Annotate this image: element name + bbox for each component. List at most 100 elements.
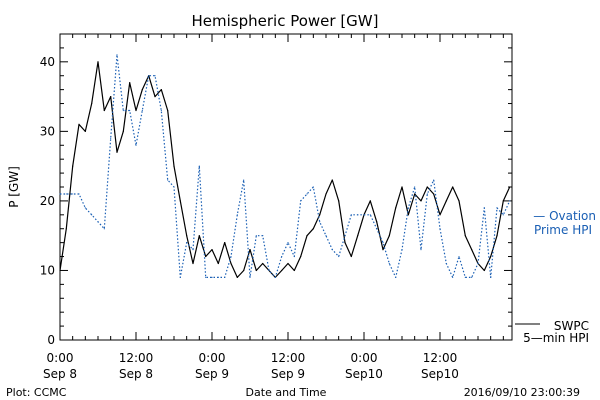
x-axis: 0:00 Sep 8 12:00 Sep 8 0:00 Sep 9 12:00 Sep 9 0:…: [43, 34, 504, 381]
data-point: [148, 75, 150, 77]
data-point: [395, 276, 397, 279]
data-point: [154, 75, 156, 77]
data-point: [344, 242, 346, 244]
data-point: [103, 109, 105, 112]
data-point: [154, 95, 156, 98]
data-point: [509, 186, 511, 188]
data-point: [426, 186, 428, 188]
plot-area-frame: [59, 33, 513, 341]
legend-swpc-line2: 5—min HPI: [523, 331, 589, 345]
data-point: [192, 248, 194, 251]
data-point: [483, 207, 485, 209]
data-point: [357, 214, 359, 216]
data-point: [420, 248, 422, 251]
data-point: [167, 179, 169, 181]
data-point: [452, 276, 454, 279]
data-point: [363, 214, 365, 216]
y-tick-label: 40: [40, 55, 55, 69]
data-point: [78, 193, 80, 195]
data-point: [262, 235, 264, 237]
data-point: [186, 242, 188, 244]
data-point: [167, 109, 169, 112]
data-point: [84, 207, 86, 209]
data-point: [369, 200, 371, 202]
data-point: [350, 255, 352, 258]
data-point: [135, 144, 137, 146]
data-point: [477, 262, 479, 265]
data-point: [325, 193, 327, 195]
data-point: [382, 248, 384, 251]
data-point: [350, 214, 352, 216]
x-tick-label-time: 12:00: [119, 351, 154, 365]
data-point: [420, 200, 422, 202]
x-tick-label-time: 0:00: [351, 351, 378, 365]
data-point: [281, 269, 283, 272]
x-tick-label-time: 12:00: [271, 351, 306, 365]
data-point: [414, 186, 416, 188]
series-ovation: [59, 54, 511, 279]
data-point: [376, 221, 378, 223]
data-point: [407, 214, 409, 216]
data-point: [331, 248, 333, 251]
data-point: [287, 242, 289, 244]
data-point: [268, 269, 270, 272]
data-point: [369, 214, 371, 216]
data-point: [243, 269, 245, 272]
data-point: [122, 130, 124, 132]
data-point: [458, 200, 460, 202]
data-point: [141, 89, 143, 91]
x-tick-label-date: Sep 9: [271, 367, 305, 381]
data-point: [496, 207, 498, 209]
data-point: [401, 186, 403, 188]
data-point: [281, 255, 283, 258]
data-point: [502, 214, 504, 216]
data-point: [91, 102, 93, 105]
data-point: [116, 54, 118, 56]
data-point: [445, 262, 447, 265]
y-tick-label: 0: [47, 333, 55, 347]
data-point: [274, 276, 276, 279]
data-point: [433, 193, 435, 195]
data-point: [179, 200, 181, 202]
data-point: [186, 235, 188, 237]
data-point: [376, 228, 378, 230]
data-point: [312, 228, 314, 230]
data-point: [464, 235, 466, 237]
data-point: [471, 248, 473, 251]
data-point: [300, 200, 302, 202]
data-point: [262, 262, 264, 265]
data-point: [357, 235, 359, 237]
x-tick-label-time: 12:00: [423, 351, 458, 365]
data-point: [116, 151, 118, 153]
data-point: [287, 262, 289, 265]
data-point: [198, 235, 200, 237]
data-point: [97, 221, 99, 223]
data-point: [243, 179, 245, 181]
data-point: [122, 109, 124, 112]
data-point: [319, 214, 321, 216]
data-point: [97, 61, 99, 63]
series-layer: [59, 54, 511, 279]
data-point: [306, 235, 308, 237]
data-point: [382, 242, 384, 244]
data-point: [249, 276, 251, 279]
x-tick-label-date: Sep10: [421, 367, 459, 381]
y-tick-label: 10: [40, 263, 55, 277]
data-point: [293, 255, 295, 258]
data-point: [300, 255, 302, 258]
series-swpc: [59, 61, 511, 279]
data-point: [331, 179, 333, 181]
x-tick-label-date: Sep 9: [195, 367, 229, 381]
y-tick-label: 20: [40, 194, 55, 208]
data-point: [319, 221, 321, 223]
data-point: [198, 165, 200, 167]
data-point: [439, 228, 441, 230]
data-point: [344, 235, 346, 237]
data-point: [236, 276, 238, 279]
data-point: [249, 248, 251, 251]
data-point: [78, 123, 80, 126]
data-point: [306, 193, 308, 195]
data-point: [471, 276, 473, 279]
x-tick-label-time: 0:00: [47, 351, 74, 365]
